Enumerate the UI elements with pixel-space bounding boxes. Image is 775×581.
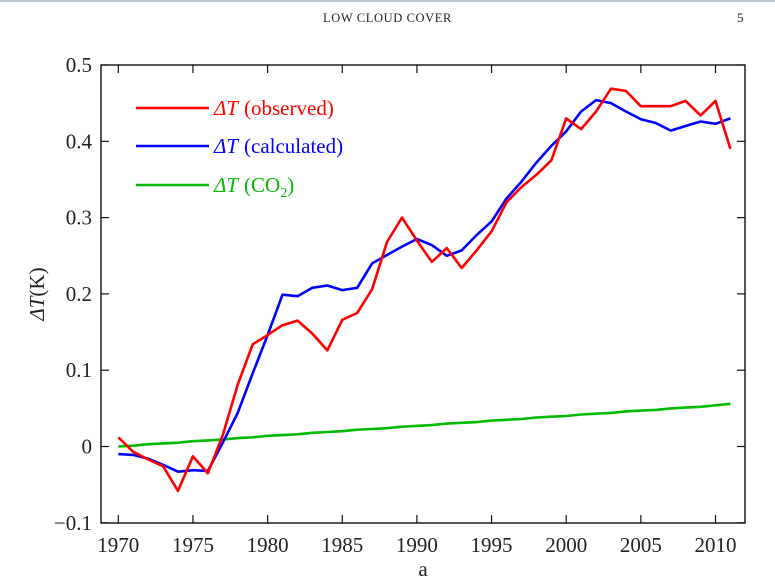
legend-entry: ΔT (calculated) bbox=[213, 134, 343, 158]
y-tick-label: 0.4 bbox=[66, 129, 93, 153]
y-tick-label: 0.5 bbox=[66, 53, 92, 77]
x-tick-label: 2010 bbox=[695, 533, 737, 557]
legend-entry: ΔT (observed) bbox=[213, 96, 334, 120]
x-tick-label: 1995 bbox=[471, 533, 513, 557]
plot-frame bbox=[100, 64, 746, 524]
page-number: 5 bbox=[737, 10, 744, 25]
y-axis-label-unit: (K) bbox=[25, 267, 49, 296]
ticks-layer: 1970 1975 1980 1985 1990 1995 2000 2005 2010 −0.1… bbox=[54, 53, 745, 557]
legend-entry: ΔT (CO2) bbox=[213, 173, 294, 201]
x-tick-label: 2000 bbox=[545, 533, 587, 557]
x-tick-label: 1980 bbox=[247, 533, 289, 557]
x-tick-label: 1975 bbox=[172, 533, 214, 557]
series-line bbox=[118, 402, 731, 448]
x-tick-label: 1990 bbox=[396, 533, 438, 557]
legend-desc-end: ) bbox=[287, 173, 294, 197]
x-tick-label: 1970 bbox=[97, 533, 139, 557]
legend-desc: (observed) bbox=[244, 96, 334, 120]
y-tick-label: 0.2 bbox=[66, 282, 92, 306]
x-tick-label: 2005 bbox=[620, 533, 662, 557]
y-tick-label: 0.3 bbox=[66, 206, 92, 230]
running-title: LOW CLOUD COVER bbox=[323, 11, 452, 25]
x-tick-label: 1985 bbox=[321, 533, 363, 557]
series-layer bbox=[117, 87, 732, 493]
series-line bbox=[117, 87, 732, 493]
y-tick-label: −0.1 bbox=[54, 511, 92, 535]
legend-desc: (calculated) bbox=[244, 134, 343, 158]
legend-subscript: 2 bbox=[280, 186, 287, 201]
legend-symbol: ΔT bbox=[213, 134, 239, 158]
x-axis-label: a bbox=[418, 557, 428, 581]
y-axis-label-symbol: ΔT bbox=[25, 295, 49, 321]
series-line bbox=[118, 98, 731, 474]
page-top-border bbox=[0, 0, 775, 2]
legend-symbol: ΔT bbox=[213, 96, 239, 120]
legend-desc: (CO bbox=[244, 173, 280, 197]
y-axis-label: ΔT(K) bbox=[25, 267, 49, 321]
y-tick-label: 0.1 bbox=[66, 358, 92, 382]
legend: ΔT (observed)ΔT (calculated)ΔT (CO2) bbox=[136, 96, 343, 201]
y-tick-label: 0 bbox=[82, 435, 93, 459]
legend-symbol: ΔT bbox=[213, 173, 239, 197]
